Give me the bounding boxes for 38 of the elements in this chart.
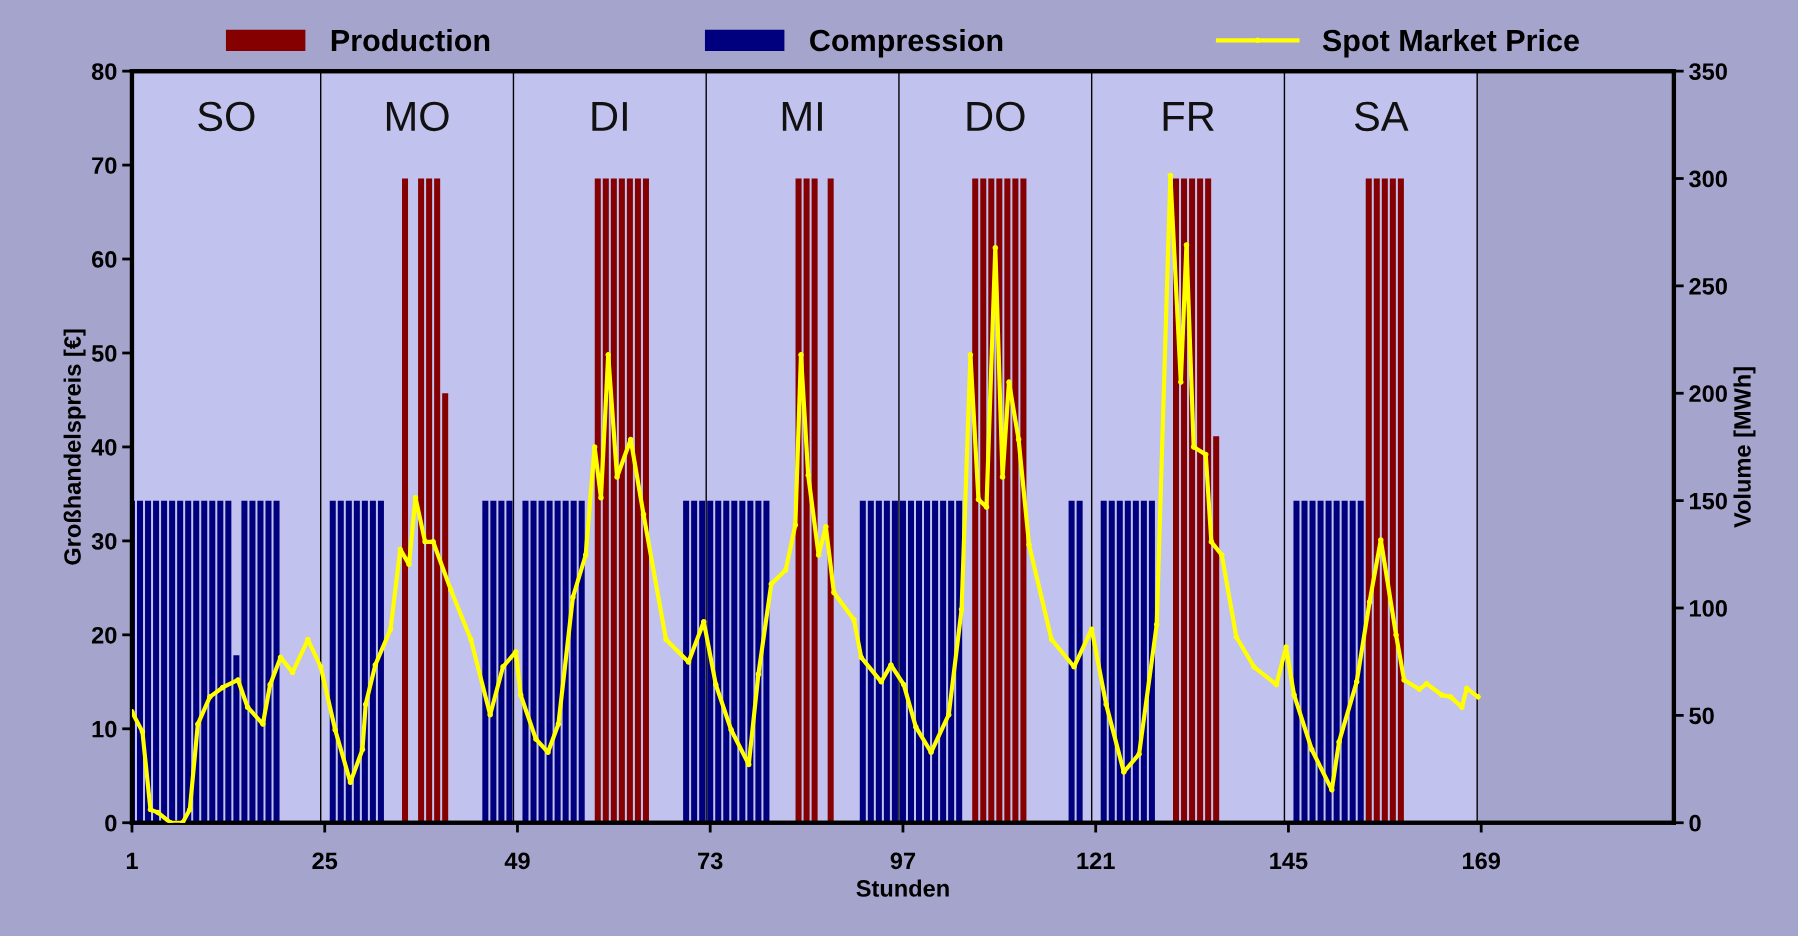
- x-tick-label: 145: [1270, 852, 1308, 870]
- y-tick-label: 0: [105, 814, 117, 832]
- y2-tick-label: 250: [1689, 277, 1727, 295]
- y-tick-label: 80: [91, 63, 117, 80]
- x-tick-label: 97: [890, 852, 916, 870]
- y-tick-label: 70: [92, 157, 117, 174]
- x-axis-title: Stunden: [856, 879, 949, 897]
- x-tick-label: 25: [312, 852, 338, 870]
- x-tick-label: 1: [126, 852, 138, 870]
- legend-label: Compression: [810, 28, 1003, 58]
- band-label: MO: [386, 101, 449, 132]
- y-tick-label: 20: [91, 626, 117, 644]
- band-label: DI: [592, 102, 627, 131]
- y2-tick-label: 300: [1689, 170, 1727, 188]
- y-tick-label: 60: [91, 251, 117, 268]
- y2-tick-label: 100: [1690, 600, 1727, 617]
- y-axis-title: Großhandelspreis [€]: [63, 329, 86, 565]
- legend-label: Production: [331, 28, 490, 52]
- y-tick-label: 10: [92, 720, 117, 738]
- band-label: FR: [1163, 102, 1214, 131]
- y-tick-label: 50: [91, 345, 117, 362]
- y2-tick-label: 350: [1689, 63, 1727, 80]
- x-tick-label: 169: [1462, 852, 1501, 870]
- x-tick-label: 49: [504, 852, 530, 870]
- y2-tick-label: 50: [1689, 707, 1714, 725]
- y2-tick-label: 200: [1689, 385, 1727, 403]
- band-label: MI: [782, 102, 822, 131]
- y2-tick-label: 0: [1689, 814, 1701, 832]
- y-tick-label: 30: [91, 532, 117, 550]
- legend-label: Spot Market Price: [1322, 28, 1579, 58]
- band-label: SO: [198, 101, 255, 132]
- y-tick-label: 40: [91, 439, 117, 456]
- y2-tick-label: 150: [1690, 492, 1727, 510]
- y2-axis-title: Volume [MWh]: [1733, 367, 1756, 528]
- x-tick-label: 73: [698, 852, 723, 870]
- x-tick-label: 121: [1077, 852, 1115, 870]
- band-label: SA: [1354, 101, 1409, 132]
- band-label: DO: [967, 101, 1025, 132]
